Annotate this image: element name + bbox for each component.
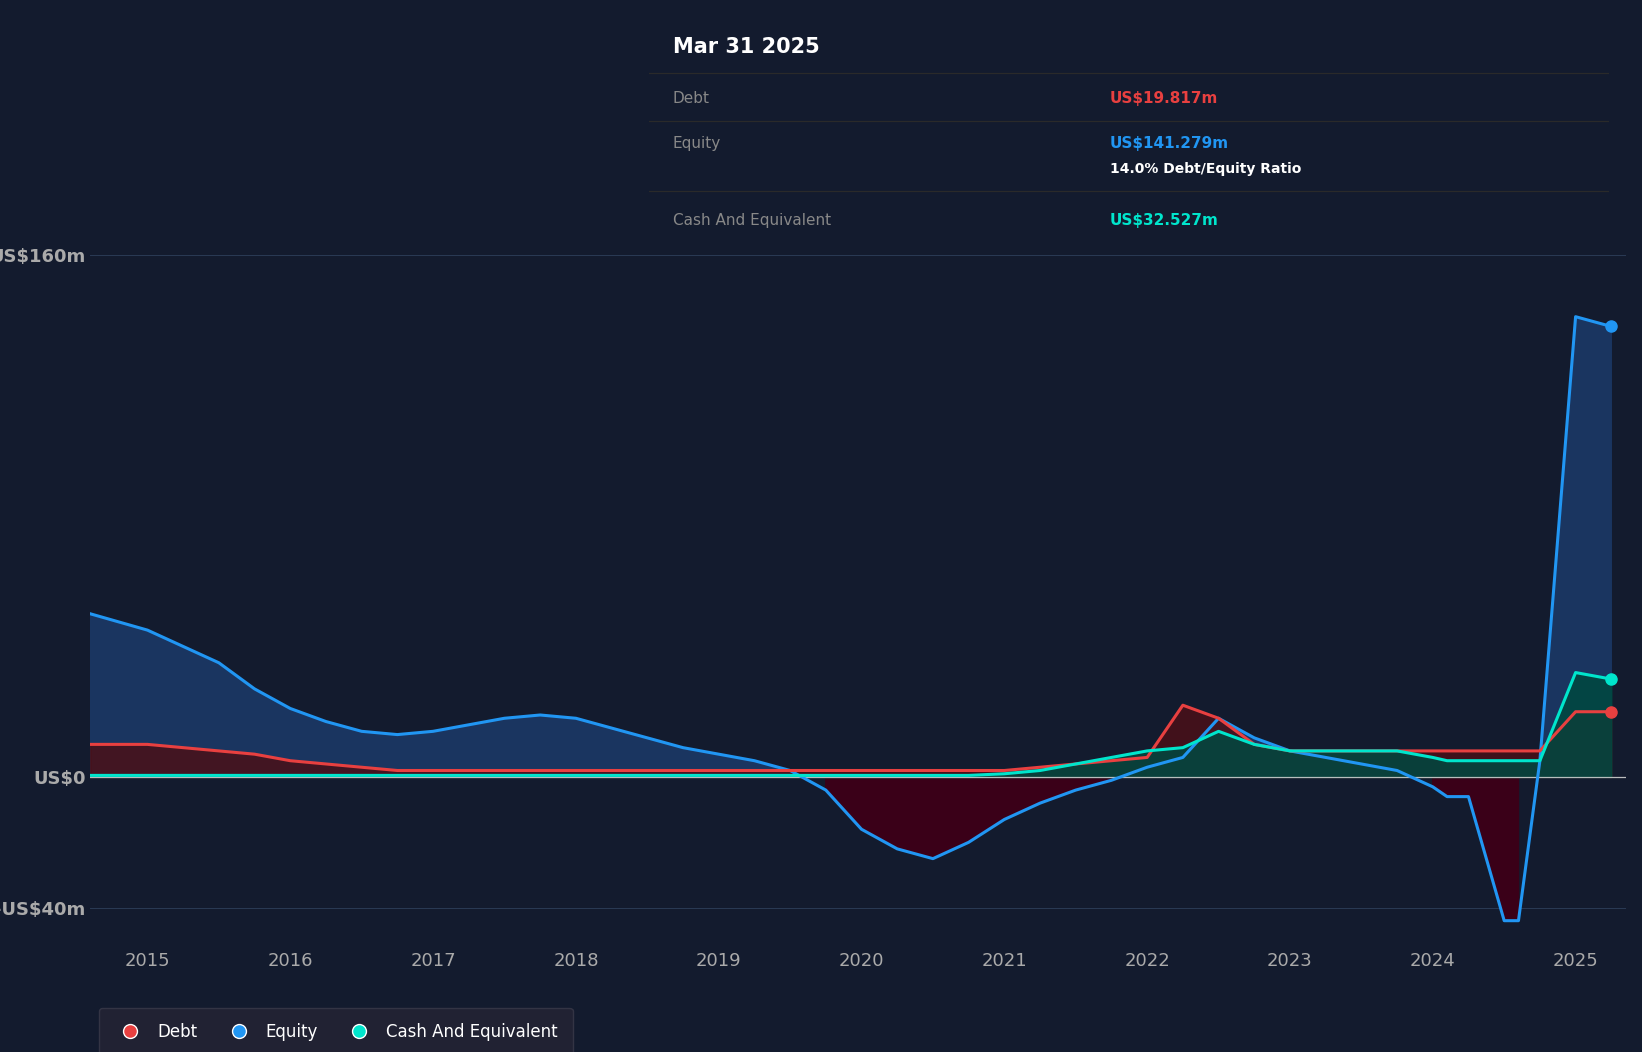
Legend: Debt, Equity, Cash And Equivalent: Debt, Equity, Cash And Equivalent (99, 1008, 573, 1052)
Text: Cash And Equivalent: Cash And Equivalent (673, 213, 831, 228)
Text: Mar 31 2025: Mar 31 2025 (673, 37, 819, 58)
Text: US$19.817m: US$19.817m (1110, 92, 1218, 106)
Text: Equity: Equity (673, 136, 721, 150)
Text: 14.0% Debt/Equity Ratio: 14.0% Debt/Equity Ratio (1110, 162, 1300, 176)
Text: US$32.527m: US$32.527m (1110, 213, 1218, 228)
Text: Debt: Debt (673, 92, 709, 106)
Text: US$141.279m: US$141.279m (1110, 136, 1228, 150)
